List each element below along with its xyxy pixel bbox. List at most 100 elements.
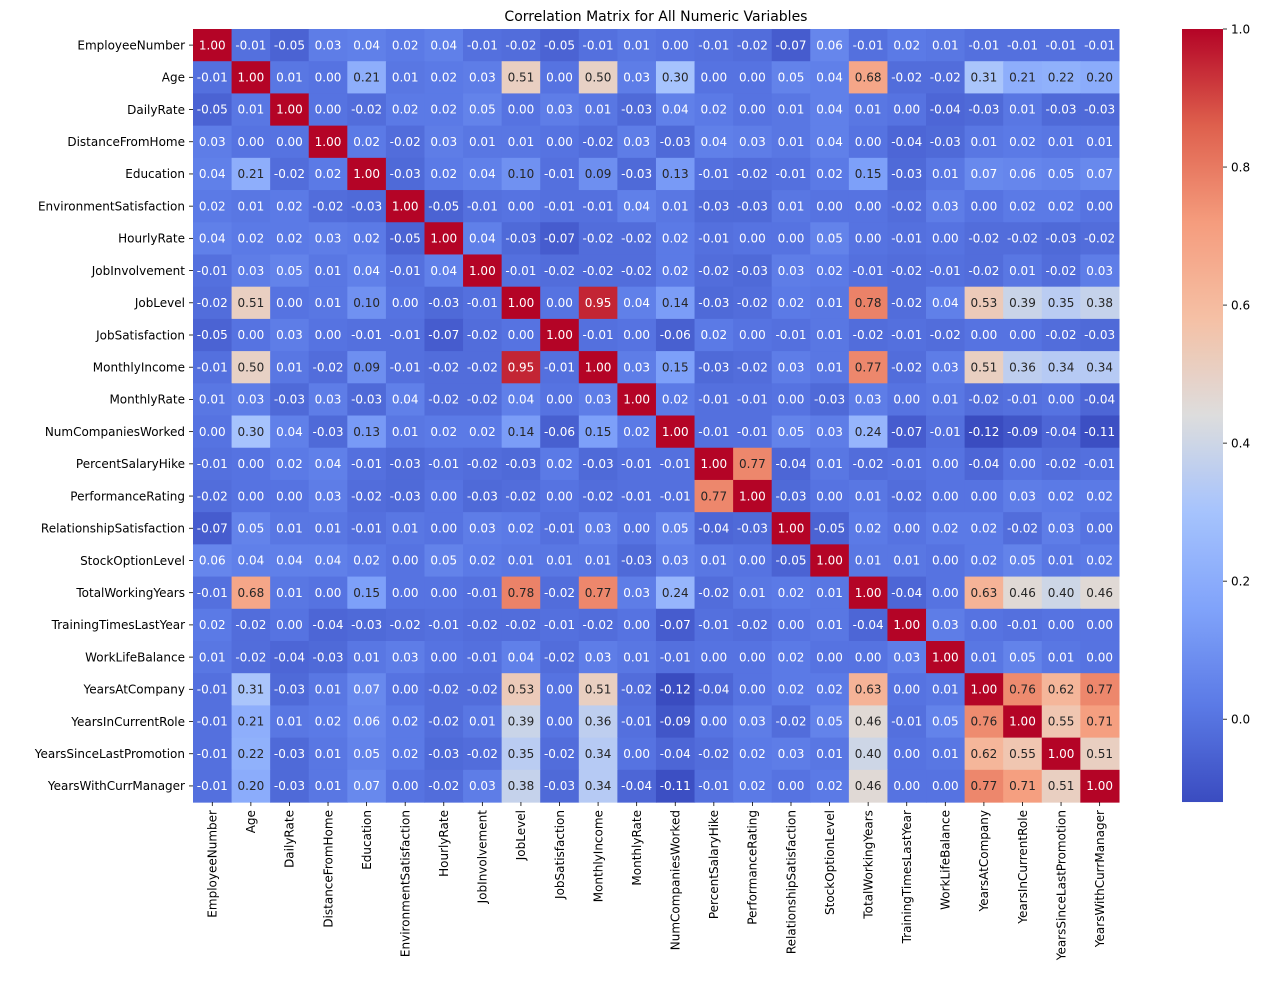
cell-value-label: 0.00 [392,554,419,568]
heatmap-cell [347,93,387,127]
cell-value-label: 0.01 [1009,103,1036,117]
cell-value-label: 0.02 [1009,199,1036,213]
cell-value-label: -0.03 [351,393,382,407]
cell-value-label: -0.02 [891,489,922,503]
cell-value-label: -0.02 [891,199,922,213]
cell-value-label: 0.02 [816,683,843,697]
heatmap-cell [887,479,927,513]
cell-value-label: 0.00 [238,135,265,149]
heatmap-cell [231,640,271,674]
cell-value-label: -0.01 [197,71,228,85]
cell-value-label: 0.00 [238,328,265,342]
cell-value-label: 0.00 [778,232,805,246]
cell-value-label: 0.03 [276,328,303,342]
heatmap-cell [733,383,773,417]
heatmap-cell [964,512,1004,545]
cell-value-label: 0.51 [508,71,535,85]
cell-value-label: -0.01 [467,199,498,213]
heatmap-cell [424,157,464,191]
cell-value-label: -0.05 [775,554,806,568]
cell-value-label: 0.03 [469,521,496,535]
colorbar-tick-label: 0.4 [1231,436,1250,450]
cell-value-label: 0.01 [1048,135,1075,149]
cell-value-label: 0.77 [971,779,998,793]
cell-value-label: 0.02 [430,71,457,85]
heatmap-cell [964,737,1004,771]
heatmap-cell [964,447,1004,481]
heatmap-cell [1041,415,1081,449]
cell-value-label: 0.34 [585,747,612,761]
heatmap-cell [964,640,1004,674]
cell-value-label: -0.03 [698,360,729,374]
cell-value-label: 0.00 [546,683,573,697]
heatmap-cell [424,447,464,481]
heatmap-cell [270,351,310,384]
heatmap-cell [1041,222,1081,256]
cell-value-label: 0.01 [585,554,612,568]
heatmap-cell [308,705,348,739]
cell-value-label: 0.02 [199,199,226,213]
cell-value-label: 0.02 [469,425,496,439]
cell-value-label: -0.02 [968,264,999,278]
heatmap-cell [964,125,1004,159]
heatmap-cell [771,447,811,481]
cell-value-label: 0.03 [816,425,843,439]
heatmap-cell [347,61,387,95]
heatmap-cell [694,286,734,320]
heatmap-cell [926,222,966,256]
heatmap-cell [655,383,696,417]
heatmap-cell [810,769,850,803]
cell-value-label: 0.77 [700,489,727,503]
heatmap-cell [424,576,464,610]
heatmap-cell [347,512,387,545]
heatmap-cell [193,544,233,578]
heatmap-cell [771,351,811,384]
cell-value-label: -0.02 [505,38,536,52]
heatmap-cell [887,254,927,288]
heatmap-cell [964,286,1004,320]
heatmap-cell [540,29,580,62]
heatmap-cell [848,254,889,288]
heatmap-cell [694,415,734,449]
heatmap-cell [347,608,387,642]
cell-value-label: 0.03 [469,779,496,793]
heatmap-cell [733,705,773,739]
heatmap-cell [964,576,1004,610]
y-tick-label: NumCompaniesWorked [45,425,185,439]
heatmap-cell [347,415,387,449]
cell-value-label: 0.04 [816,135,843,149]
cell-value-label: 0.03 [778,747,805,761]
heatmap-cell [1080,544,1120,578]
cell-value-label: 0.01 [392,521,419,535]
heatmap-cell [1080,318,1120,352]
heatmap-cell [1003,286,1043,320]
x-tick-label: HourlyRate [437,810,451,877]
heatmap-cell [771,61,811,95]
heatmap-cell [193,286,233,320]
cell-value-label: 0.03 [469,71,496,85]
heatmap-cell [733,286,773,320]
cell-value-label: -0.02 [583,489,614,503]
heatmap-cell [694,640,734,674]
cell-value-label: -0.03 [930,135,961,149]
heatmap-cell [848,383,889,417]
heatmap-cell [810,673,850,707]
heatmap-cell [578,608,618,642]
cell-value-label: -0.01 [698,779,729,793]
heatmap-cell [1003,157,1043,191]
cell-value-label: -0.02 [968,393,999,407]
cell-value-label: 0.02 [546,457,573,471]
cell-value-label: -0.03 [505,457,536,471]
chart-title: Correlation Matrix for All Numeric Varia… [504,9,807,25]
cell-value-label: 0.78 [508,586,535,600]
cell-value-label: -0.03 [621,554,652,568]
heatmap-cell [771,190,811,223]
y-tick-label: Age [162,71,185,85]
heatmap-cell [810,608,850,642]
cell-value-label: 0.21 [238,167,265,181]
cell-value-label: 1.00 [778,521,805,535]
heatmap-cell [926,608,966,642]
cell-value-label: 0.01 [315,264,342,278]
cell-value-label: 0.00 [700,650,727,664]
heatmap-cell [385,673,426,707]
